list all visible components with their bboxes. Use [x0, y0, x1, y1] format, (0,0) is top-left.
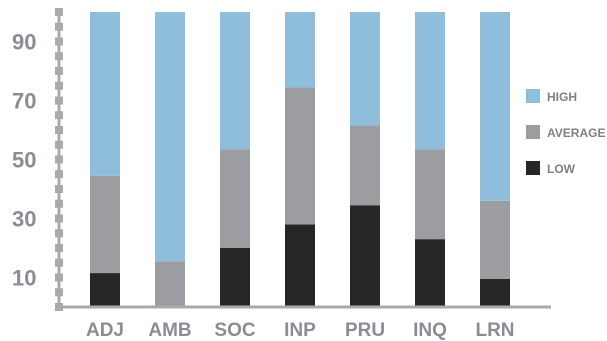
axes-group: 10 30 50 70 90 ADJ AMB SOC INP PRU INQ LRN — [12, 8, 551, 341]
y-tick-mark — [55, 214, 63, 223]
y-tick-mark — [55, 126, 63, 134]
bar-amb-high — [155, 12, 185, 262]
bar-soc-high — [220, 12, 250, 150]
bar-adj-low — [90, 273, 120, 307]
bar-inq-average — [415, 149, 445, 240]
x-tick-label: INQ — [413, 320, 447, 341]
y-tick-mark — [55, 52, 63, 61]
y-tick-mark — [55, 185, 63, 193]
y-tick-label: 10 — [12, 266, 36, 291]
bar-pru-low — [350, 205, 380, 307]
x-tick-label: LRN — [475, 320, 514, 341]
bar-pru-average — [350, 125, 380, 206]
y-tick-mark — [55, 258, 63, 267]
y-tick-mark — [55, 155, 63, 164]
legend-label-high: HIGH — [547, 90, 577, 104]
y-tick-label: 30 — [12, 207, 36, 232]
y-tick-mark — [55, 67, 63, 75]
bar-inq-low — [415, 239, 445, 307]
bar-adj-high — [90, 12, 120, 176]
x-tick-label: INP — [284, 320, 316, 341]
legend: HIGH AVERAGE LOW — [526, 89, 605, 176]
y-tick-label: 70 — [12, 89, 36, 114]
bar-amb-average — [155, 261, 185, 307]
bar-inp-high — [285, 12, 315, 88]
legend-label-average: AVERAGE — [547, 126, 605, 140]
bar-soc-average — [220, 149, 250, 248]
y-tick-mark — [55, 288, 63, 297]
y-tick-mark — [55, 229, 63, 238]
legend-swatch-high — [526, 89, 540, 103]
bar-inp-average — [285, 87, 315, 225]
y-tick-mark — [55, 273, 63, 282]
bar-inp-low — [285, 224, 315, 307]
y-tick-mark — [55, 37, 63, 46]
bar-inq-high — [415, 12, 445, 150]
bar-lrn-low — [480, 278, 510, 307]
y-tick-mark — [55, 8, 63, 16]
x-tick-label: AMB — [148, 320, 191, 341]
y-tick-mark — [55, 140, 63, 149]
legend-label-low: LOW — [547, 162, 576, 176]
bar-soc-low — [220, 248, 250, 307]
x-tick-label: PRU — [345, 320, 385, 341]
y-tick-mark — [55, 244, 63, 252]
x-tick-label: SOC — [214, 320, 255, 341]
y-tick-label: 90 — [12, 30, 36, 55]
y-tick-mark — [55, 81, 63, 90]
y-tick-mark — [55, 303, 63, 311]
bar-lrn-high — [480, 12, 510, 201]
x-tick-label: ADJ — [86, 320, 124, 341]
bars-group — [90, 12, 510, 307]
y-tick-mark — [55, 199, 63, 208]
legend-swatch-average — [526, 125, 540, 139]
y-tick-mark — [55, 96, 63, 105]
y-tick-mark — [55, 22, 63, 31]
y-tick-mark — [55, 111, 63, 120]
legend-swatch-low — [526, 161, 540, 175]
bar-pru-high — [350, 12, 380, 126]
bar-lrn-average — [480, 200, 510, 279]
bar-adj-average — [90, 175, 120, 274]
y-tick-label: 50 — [12, 148, 36, 173]
y-tick-mark — [55, 170, 63, 179]
